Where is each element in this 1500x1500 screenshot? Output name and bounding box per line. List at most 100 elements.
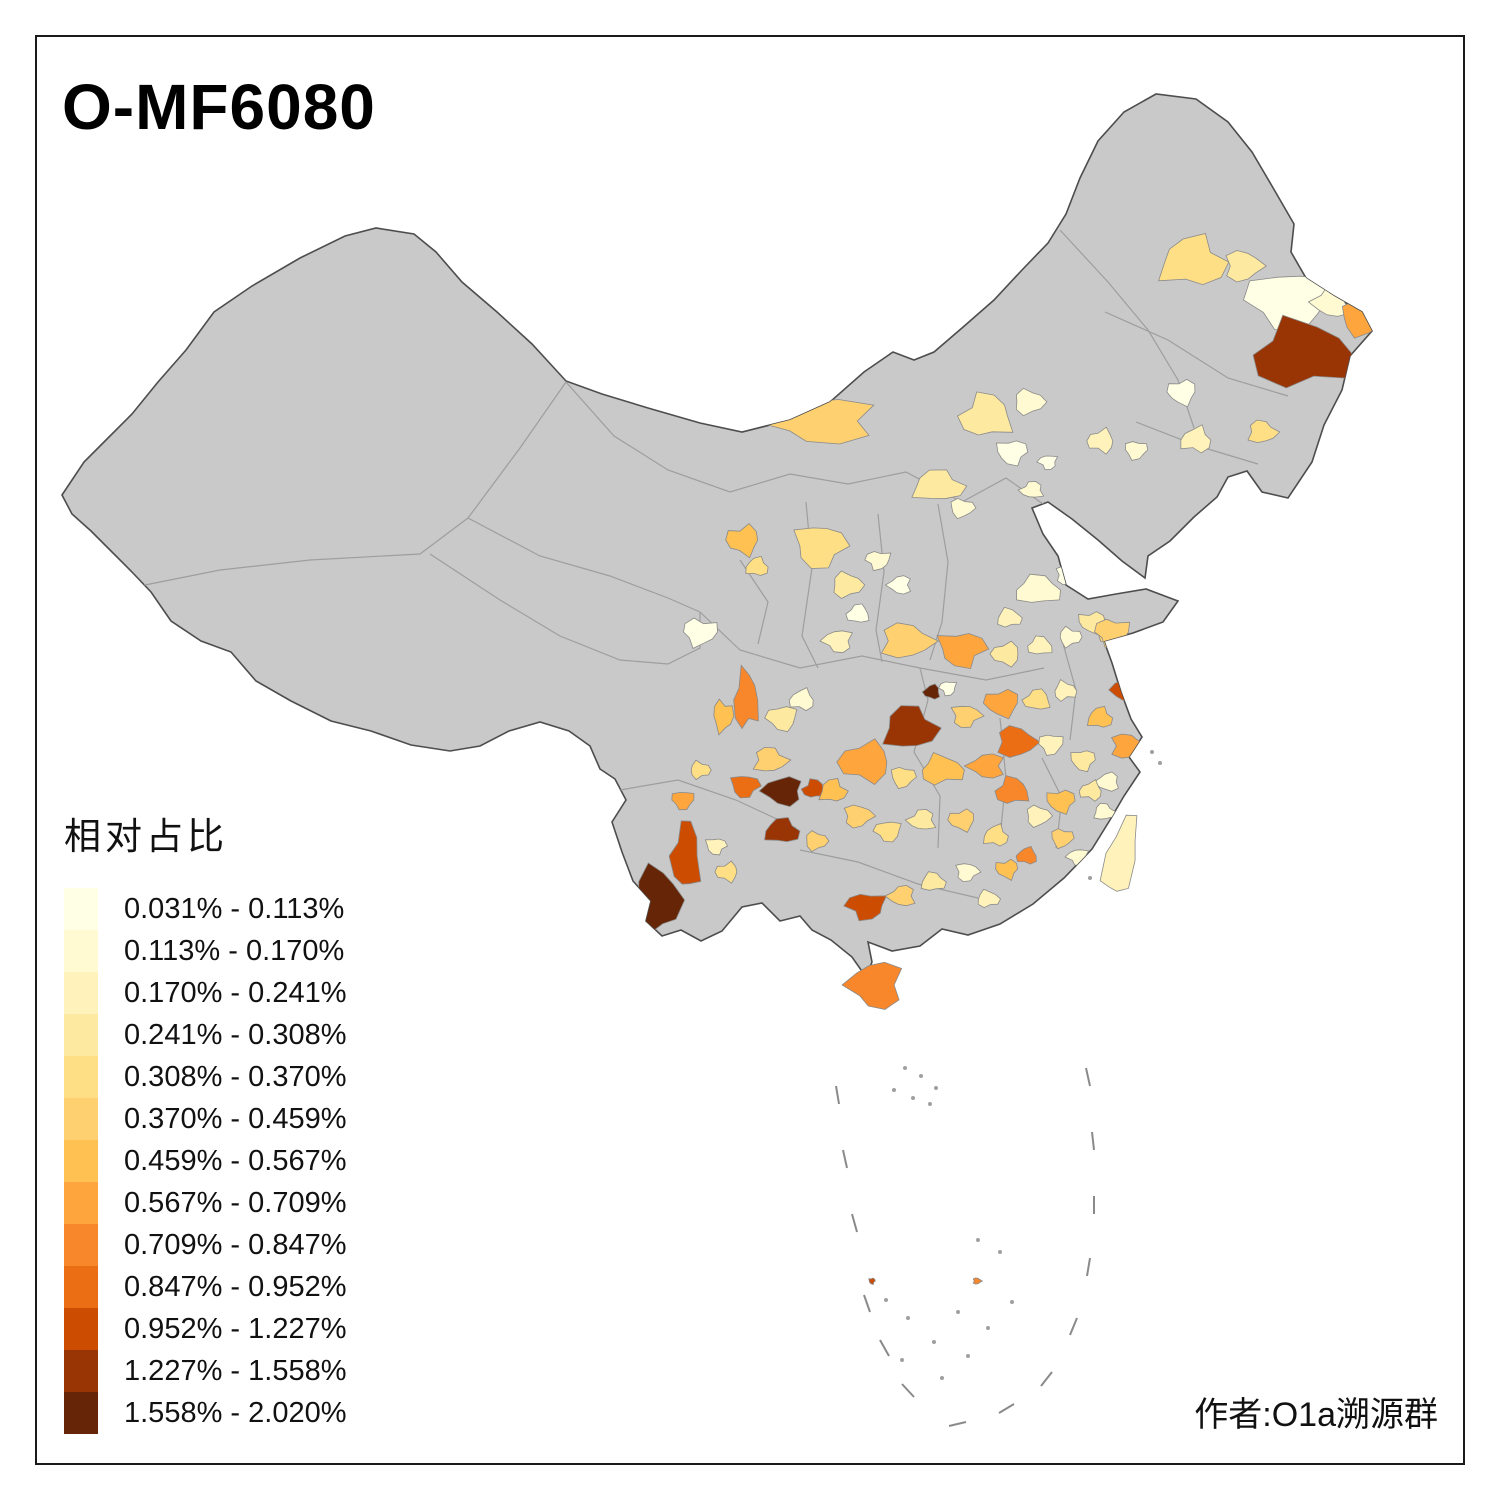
legend-swatch (64, 1308, 98, 1350)
map-region (843, 893, 888, 922)
island-patches (841, 814, 1138, 1286)
legend: 相对占比 0.031% - 0.113% 0.113% - 0.170% 0.170… (64, 806, 346, 1434)
map-region (977, 888, 1001, 909)
legend-label: 0.952% - 1.227% (124, 1312, 347, 1345)
legend-label: 0.459% - 0.567% (124, 1144, 347, 1177)
map-region (793, 527, 851, 569)
map-region (752, 746, 792, 772)
map-region (921, 683, 941, 700)
legend-item: 1.558% - 2.020% (64, 1392, 346, 1434)
map-region (921, 751, 965, 786)
map-region (920, 871, 947, 891)
map-region (972, 1277, 984, 1285)
map-region (714, 860, 738, 884)
map-region (690, 759, 712, 781)
legend-label: 0.847% - 0.952% (124, 1270, 347, 1303)
map-region (982, 688, 1018, 720)
legend-label: 0.709% - 0.847% (124, 1228, 347, 1261)
legend-item: 1.227% - 1.558% (64, 1350, 346, 1392)
legend-item: 0.567% - 0.709% (64, 1182, 346, 1224)
legend-swatch (64, 1098, 98, 1140)
map-region (725, 523, 759, 559)
map-region (995, 928, 1009, 941)
map-region (1110, 733, 1150, 759)
map-region (1341, 299, 1372, 339)
legend-item: 0.370% - 0.459% (64, 1098, 346, 1140)
legend-swatch (64, 1056, 98, 1098)
legend-swatch (64, 1266, 98, 1308)
legend-swatch (64, 1140, 98, 1182)
map-region (882, 705, 942, 747)
map-region (1016, 573, 1062, 603)
map-region (806, 830, 830, 853)
map-region (890, 766, 917, 790)
map-title: O-MF6080 (62, 71, 376, 143)
legend-item: 0.113% - 0.170% (64, 930, 346, 972)
map-region (833, 570, 866, 599)
legend-swatch (64, 930, 98, 972)
map-region (764, 817, 801, 843)
south-china-sea-islands (835, 750, 1162, 1427)
map-region (997, 725, 1041, 758)
map-region (884, 884, 916, 907)
map-region (1026, 804, 1054, 828)
map-region (904, 809, 937, 830)
legend-swatch (64, 1014, 98, 1056)
map-region (911, 469, 968, 500)
map-region (880, 622, 940, 659)
map-region (864, 551, 892, 572)
map-region (1087, 705, 1114, 728)
map-region (1015, 387, 1048, 417)
map-region (758, 776, 802, 808)
map-region (818, 778, 849, 802)
map-region (1247, 419, 1281, 444)
map-region (997, 606, 1023, 628)
legend-label: 0.308% - 0.370% (124, 1060, 347, 1093)
map-region (800, 778, 827, 798)
legend-label: 0.113% - 0.170% (124, 934, 345, 967)
map-region (1124, 441, 1149, 461)
map-region (1017, 481, 1045, 498)
map-region (729, 776, 762, 799)
map-region (1086, 426, 1114, 455)
legend-label: 0.567% - 0.709% (124, 1186, 347, 1219)
map-region (683, 617, 718, 649)
map-region (1059, 625, 1083, 649)
map-region (950, 705, 985, 728)
map-region (995, 858, 1019, 881)
legend-swatch (64, 1350, 98, 1392)
legend-item: 0.241% - 0.308% (64, 1014, 346, 1056)
map-region (845, 603, 870, 623)
map-region (836, 738, 888, 786)
legend-label: 0.241% - 0.308% (124, 1018, 347, 1051)
legend-item: 0.952% - 1.227% (64, 1308, 346, 1350)
map-region (1072, 558, 1094, 577)
map-region (950, 497, 977, 520)
map-region (1093, 802, 1117, 820)
legend-swatch (64, 1392, 98, 1434)
map-region (1015, 845, 1037, 865)
map-region (963, 753, 1004, 779)
map-region (713, 698, 735, 736)
map-region (819, 630, 854, 654)
map-region (843, 804, 877, 829)
map-region (1166, 378, 1196, 408)
map-region (1180, 424, 1212, 454)
legend-item: 0.170% - 0.241% (64, 972, 346, 1014)
map-region (1225, 250, 1267, 283)
map-region (1078, 779, 1102, 802)
legend-title: 相对占比 (64, 816, 228, 857)
legend-label: 0.031% - 0.113% (124, 892, 345, 925)
map-region (1158, 233, 1230, 286)
map-region (1051, 828, 1075, 850)
attribution: 作者:O1a溯源群 (1194, 1396, 1438, 1434)
map-region (1038, 734, 1064, 756)
map-region (989, 640, 1019, 668)
map-region (668, 820, 702, 885)
map-region (733, 664, 759, 730)
legend-item: 0.308% - 0.370% (64, 1056, 346, 1098)
legend-label: 1.227% - 1.558% (124, 1354, 347, 1387)
legend-item: 0.847% - 0.952% (64, 1266, 346, 1308)
